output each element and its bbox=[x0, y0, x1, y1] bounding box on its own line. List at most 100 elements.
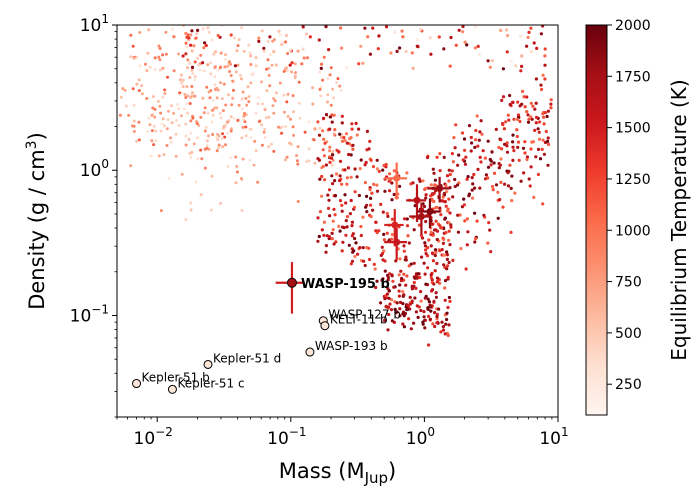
population-point bbox=[512, 149, 516, 153]
population-point bbox=[410, 284, 414, 288]
population-point bbox=[174, 154, 178, 158]
population-point bbox=[177, 52, 180, 56]
population-point bbox=[435, 229, 440, 233]
population-point bbox=[233, 64, 237, 68]
population-point bbox=[244, 134, 248, 138]
population-point bbox=[395, 301, 399, 305]
population-point bbox=[505, 150, 510, 154]
population-point bbox=[435, 280, 439, 284]
population-point bbox=[339, 135, 343, 139]
population-point bbox=[476, 144, 480, 148]
population-point bbox=[423, 272, 427, 276]
population-point bbox=[486, 59, 490, 63]
population-point bbox=[206, 111, 210, 115]
population-point bbox=[398, 283, 402, 287]
population-point bbox=[503, 142, 507, 146]
population-point bbox=[540, 147, 544, 151]
population-point bbox=[488, 65, 492, 69]
population-point bbox=[431, 193, 435, 197]
population-point bbox=[123, 88, 127, 92]
population-point bbox=[529, 26, 533, 30]
planet-label: Kepler-51 d bbox=[213, 351, 281, 365]
population-point bbox=[463, 40, 467, 44]
population-point bbox=[333, 128, 337, 132]
y-axis-label: Density (g / cm3) bbox=[24, 132, 49, 310]
population-point bbox=[527, 30, 531, 34]
population-point bbox=[241, 90, 245, 94]
population-point bbox=[224, 143, 227, 147]
population-point bbox=[260, 143, 264, 147]
population-point bbox=[224, 103, 228, 107]
population-point bbox=[193, 94, 197, 98]
population-point bbox=[148, 65, 152, 69]
population-point bbox=[402, 314, 406, 318]
population-point bbox=[216, 133, 220, 136]
population-point bbox=[294, 71, 297, 75]
population-point bbox=[288, 48, 292, 52]
population-point bbox=[320, 194, 324, 198]
population-point bbox=[429, 230, 433, 234]
population-point bbox=[160, 122, 164, 126]
population-point bbox=[424, 282, 428, 286]
population-point bbox=[346, 166, 350, 170]
population-point bbox=[533, 107, 537, 111]
population-point bbox=[184, 31, 188, 36]
population-point bbox=[219, 201, 223, 205]
population-point bbox=[354, 121, 358, 125]
population-point bbox=[152, 143, 156, 147]
population-point bbox=[237, 38, 241, 42]
planet-label: WASP-127 b bbox=[328, 308, 401, 322]
population-point bbox=[347, 243, 351, 247]
population-point bbox=[413, 296, 417, 300]
population-point bbox=[180, 114, 183, 118]
population-point bbox=[531, 140, 536, 144]
population-point bbox=[227, 60, 231, 64]
colorbar-tick-label: 1250 bbox=[615, 172, 651, 188]
population-point bbox=[353, 167, 357, 171]
population-point bbox=[340, 139, 345, 143]
population-point bbox=[149, 154, 153, 158]
population-point bbox=[184, 218, 188, 221]
population-point bbox=[311, 86, 315, 90]
population-point bbox=[140, 92, 144, 96]
highlight-point bbox=[286, 277, 297, 288]
population-point bbox=[424, 248, 428, 252]
population-point bbox=[426, 314, 431, 318]
population-point bbox=[516, 113, 521, 117]
population-point bbox=[401, 290, 405, 294]
population-point bbox=[463, 148, 467, 152]
population-point bbox=[496, 216, 500, 220]
population-point bbox=[281, 125, 285, 129]
population-point bbox=[229, 127, 233, 131]
population-point bbox=[405, 171, 409, 175]
population-point bbox=[318, 88, 322, 91]
population-point bbox=[202, 69, 206, 73]
population-point bbox=[328, 145, 332, 149]
population-point bbox=[344, 233, 348, 237]
population-point bbox=[532, 41, 536, 45]
population-point bbox=[207, 90, 211, 94]
population-point bbox=[363, 26, 367, 30]
population-point bbox=[424, 193, 428, 197]
population-point bbox=[134, 55, 138, 59]
population-point bbox=[462, 137, 467, 141]
population-point bbox=[363, 263, 367, 268]
population-point bbox=[369, 215, 373, 219]
population-point bbox=[252, 163, 256, 167]
population-point bbox=[371, 165, 376, 169]
population-point bbox=[447, 295, 451, 300]
population-point bbox=[546, 139, 550, 143]
population-point bbox=[534, 101, 538, 105]
population-point bbox=[132, 103, 136, 107]
population-point bbox=[342, 226, 346, 230]
population-point bbox=[161, 95, 165, 99]
population-point bbox=[208, 96, 212, 100]
population-point bbox=[216, 33, 220, 38]
population-point bbox=[203, 41, 207, 45]
population-point bbox=[499, 147, 504, 151]
population-point bbox=[445, 311, 449, 315]
population-point bbox=[530, 117, 534, 121]
population-point bbox=[184, 52, 188, 56]
population-point bbox=[510, 174, 514, 178]
population-point bbox=[344, 219, 348, 223]
